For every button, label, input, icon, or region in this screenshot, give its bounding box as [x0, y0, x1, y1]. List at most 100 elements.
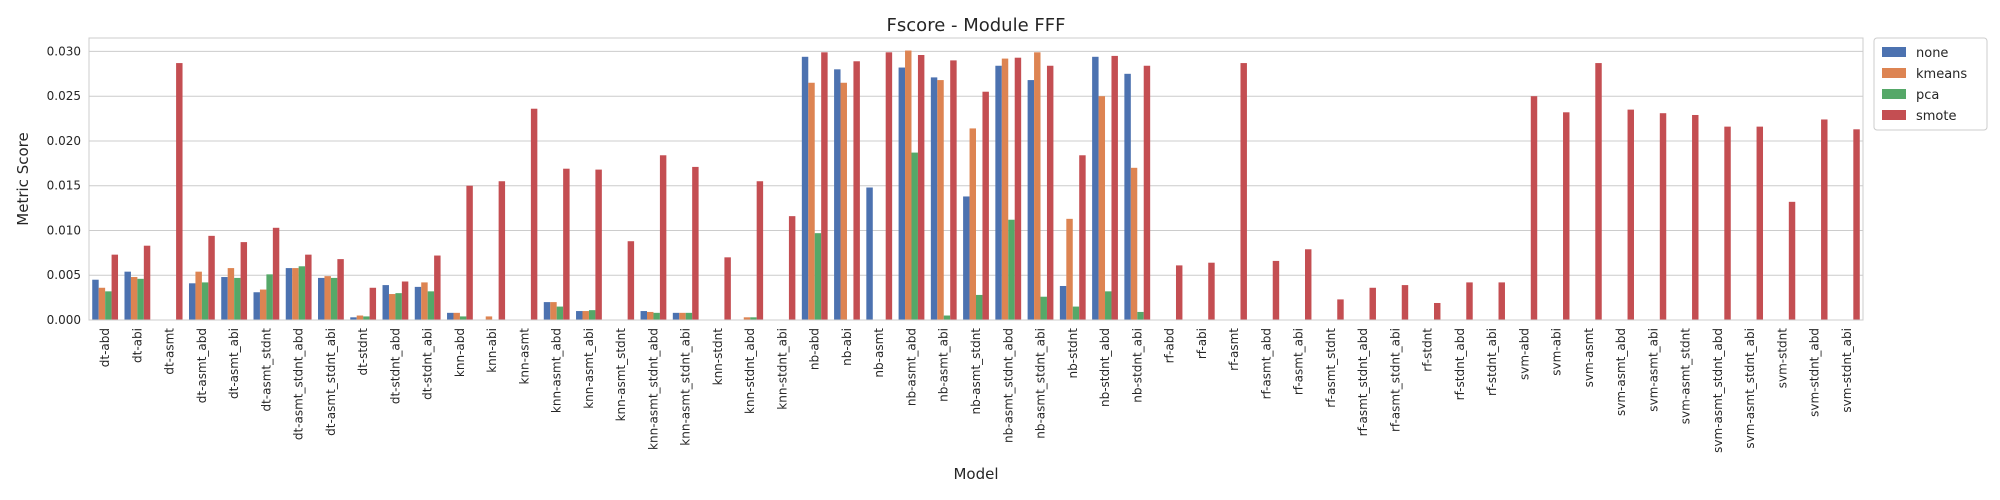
bar-pca: [1137, 311, 1144, 320]
bar-smote: [1530, 96, 1538, 320]
bar-none: [253, 292, 260, 320]
x-tick-label: rf-asmt: [1227, 328, 1241, 371]
bar-smote: [305, 254, 312, 320]
bar-smote: [1337, 299, 1344, 320]
y-tick-label: 0.015: [47, 179, 81, 193]
bar-smote: [917, 55, 925, 320]
x-tick-label: knn-asmt_abd: [550, 328, 564, 413]
bar-smote: [885, 52, 893, 320]
legend: none kmeans pca smote: [1873, 37, 1988, 131]
bar-kmeans: [1001, 58, 1009, 321]
x-tick-label: rf-stdnt_abd: [1453, 328, 1467, 400]
bar-smote: [1401, 285, 1409, 320]
x-tick-label: dt-stdnt: [356, 328, 370, 376]
x-axis-label: Model: [953, 465, 998, 483]
bar-smote: [1143, 65, 1151, 320]
bar-kmeans: [227, 268, 235, 320]
bar-none: [963, 196, 970, 320]
y-tick-label: 0.000: [47, 313, 81, 327]
bar-smote: [1659, 113, 1667, 320]
bar-smote: [272, 227, 280, 320]
x-tick-label: svm-stdnt: [1775, 328, 1789, 389]
bars: [92, 50, 1860, 321]
legend-swatch-kmeans: [1882, 68, 1906, 78]
bar-kmeans: [130, 277, 138, 320]
x-tick-label: knn-asmt_stdnt: [614, 328, 628, 422]
bar-smote: [1692, 114, 1699, 321]
bar-smote: [1272, 260, 1280, 320]
x-tick-label: nb-asmt_stdnt_abi: [1034, 328, 1048, 439]
x-tick-label: knn-stdnt_abd: [743, 328, 757, 414]
bar-smote: [1014, 57, 1022, 320]
bar-kmeans: [259, 289, 267, 320]
bar-none: [1027, 80, 1035, 320]
bar-smote: [1756, 126, 1764, 320]
x-tick-label: dt-asmt_abi: [227, 328, 241, 399]
bar-smote: [466, 185, 473, 320]
bar-pca: [1008, 219, 1015, 320]
bar-smote: [1498, 282, 1505, 320]
bar-kmeans: [324, 276, 331, 320]
bar-kmeans: [647, 311, 654, 320]
bar-smote: [401, 281, 409, 320]
bar-kmeans: [905, 50, 912, 320]
bar-smote: [240, 242, 248, 320]
bar-none: [576, 311, 583, 320]
bar-smote: [111, 254, 119, 320]
bar-smote: [337, 259, 344, 320]
legend-swatch-pca: [1882, 89, 1906, 99]
bar-pca: [234, 277, 241, 320]
x-tick-label: nb-stdnt_abd: [1098, 328, 1112, 407]
bar-kmeans: [840, 82, 847, 320]
bar-smote: [1853, 129, 1860, 320]
bar-kmeans: [388, 294, 396, 320]
bar-kmeans: [969, 128, 976, 320]
legend-label-pca: pca: [1916, 88, 1939, 103]
x-tick-label: dt-stdnt_abd: [388, 328, 402, 404]
x-tick-label: nb-stdnt_abi: [1130, 328, 1144, 403]
bar-none: [188, 283, 196, 320]
x-tick-label: svm-abd: [1517, 328, 1531, 380]
bar-smote: [1175, 265, 1183, 320]
bar-smote: [950, 60, 957, 320]
y-tick-label: 0.025: [47, 89, 81, 103]
bar-smote: [1208, 262, 1215, 320]
bar-pca: [459, 316, 467, 320]
bar-smote: [1563, 112, 1570, 320]
bar-kmeans: [421, 282, 428, 320]
bar-kmeans: [808, 82, 815, 320]
bar-none: [543, 302, 551, 320]
x-tick-label: rf-asmt_stdnt_abd: [1356, 328, 1370, 436]
x-tick-label: rf-abd: [1163, 328, 1177, 363]
x-tick-label: rf-asmt_abi: [1292, 328, 1306, 395]
bar-kmeans: [1034, 52, 1041, 320]
bar-pca: [556, 306, 564, 320]
bar-smote: [756, 181, 764, 320]
bar-smote: [1788, 201, 1796, 320]
bar-none: [447, 312, 454, 320]
bar-kmeans: [356, 315, 364, 320]
bar-pca: [976, 294, 983, 320]
bar-pca: [395, 293, 402, 320]
bar-pca: [201, 282, 209, 320]
bar-none: [318, 277, 325, 320]
bar-pca: [1105, 291, 1112, 320]
bar-smote: [1369, 287, 1376, 320]
bar-smote: [1724, 126, 1731, 320]
x-tick-label: svm-asmt_stdnt: [1679, 328, 1693, 425]
bar-smote: [1111, 55, 1118, 321]
x-tick-label: rf-asmt_abd: [1259, 328, 1273, 399]
bar-none: [672, 312, 680, 320]
x-tick-label: nb-asmt_stdnt: [969, 328, 983, 415]
bar-smote: [1046, 65, 1054, 320]
x-tick-label: dt-stdnt_abi: [421, 328, 435, 400]
x-tick-label: knn-abd: [453, 328, 467, 377]
bar-pca: [298, 266, 306, 320]
bar-smote: [595, 169, 602, 320]
bar-smote: [627, 241, 635, 320]
bar-pca: [266, 274, 273, 320]
legend-label-kmeans: kmeans: [1916, 67, 1967, 82]
x-tick-label: nb-asmt_abd: [904, 328, 918, 406]
x-tick-label: nb-stdnt: [1066, 328, 1080, 379]
